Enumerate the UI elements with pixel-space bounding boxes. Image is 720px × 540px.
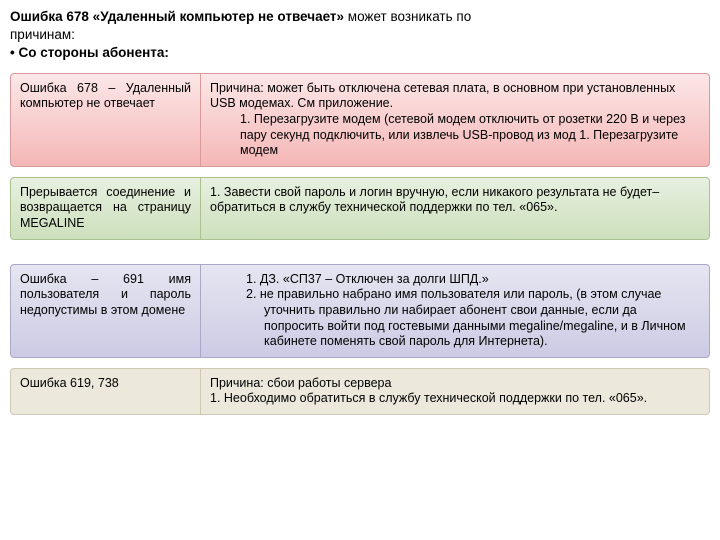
page-header: Ошибка 678 «Удаленный компьютер не отвеч… — [10, 8, 710, 63]
b1-p1: Причина: может быть отключена сетевая пл… — [210, 81, 700, 112]
b3-li2: не правильно набрано имя пользователя ил… — [258, 287, 700, 350]
b2-left: Прерывается соединение и возвращается на… — [11, 178, 201, 239]
b4-right: Причина: сбои работы сервера 1. Необходи… — [201, 369, 709, 414]
title-bullet: • Со стороны абонента: — [10, 45, 169, 60]
b1-right: Причина: может быть отключена сетевая пл… — [201, 74, 709, 166]
b3-li1: ДЗ. «СП37 – Отключен за долги ШПД.» — [258, 272, 700, 288]
block-megaline: Прерывается соединение и возвращается на… — [10, 177, 710, 240]
b2-right: 1. Завести свой пароль и логин вручную, … — [201, 178, 709, 239]
title-line2: причинам: — [10, 27, 75, 42]
title-strong: Ошибка 678 «Удаленный компьютер не отвеч… — [10, 9, 344, 24]
b3-right: ДЗ. «СП37 – Отключен за долги ШПД.» не п… — [201, 265, 709, 357]
b4-p1: Причина: сбои работы сервера — [210, 376, 700, 392]
spacer — [10, 250, 710, 264]
block-error-678: Ошибка 678 – Удаленный компьютер не отве… — [10, 73, 710, 167]
block-error-619-738: Ошибка 619, 738 Причина: сбои работы сер… — [10, 368, 710, 415]
b4-left: Ошибка 619, 738 — [11, 369, 201, 414]
b3-list: ДЗ. «СП37 – Отключен за долги ШПД.» не п… — [210, 272, 700, 350]
b4-i1: 1. Необходимо обратиться в службу технич… — [210, 391, 700, 407]
b1-left: Ошибка 678 – Удаленный компьютер не отве… — [11, 74, 201, 166]
b1-i1: 1. Перезагрузите модем (сетевой модем от… — [210, 112, 700, 159]
block-error-691: Ошибка – 691 имя пользователя и пароль н… — [10, 264, 710, 358]
title-tail: может возникать по — [344, 9, 471, 24]
b3-left: Ошибка – 691 имя пользователя и пароль н… — [11, 265, 201, 357]
